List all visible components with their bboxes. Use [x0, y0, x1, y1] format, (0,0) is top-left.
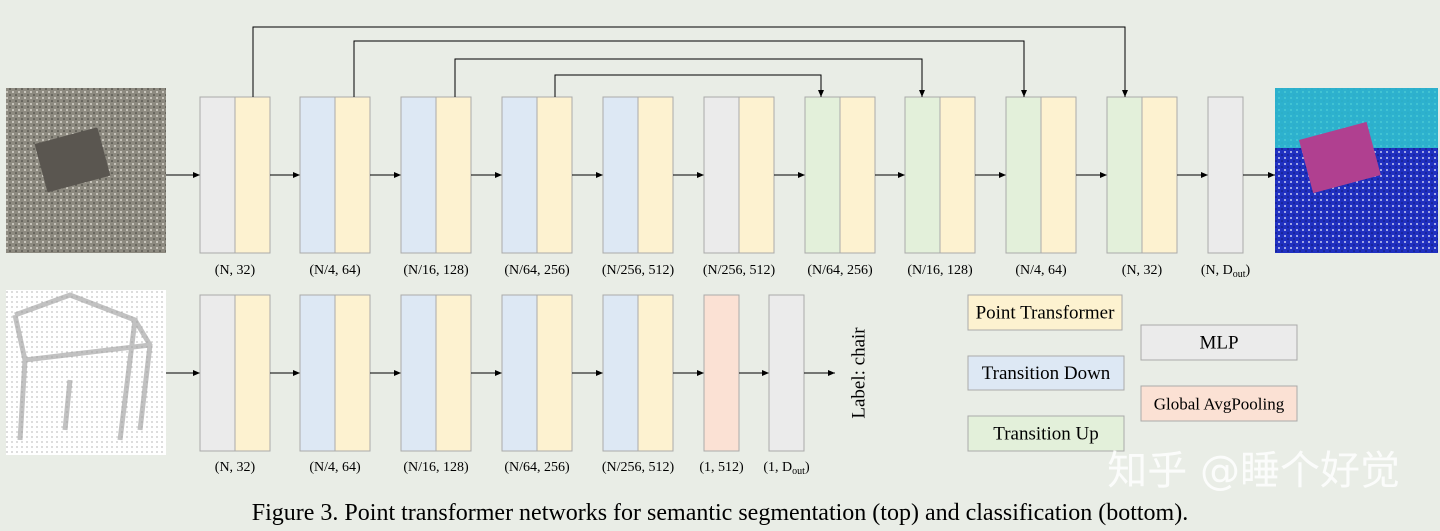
- label-main: (N, D: [1201, 263, 1233, 278]
- skip-connection: [554, 74, 824, 97]
- shape-label: (N/64, 256): [504, 460, 570, 475]
- shape-label: (N/256, 512): [602, 263, 675, 278]
- block-part: [536, 294, 573, 452]
- block-part: [602, 96, 639, 254]
- block-part: [804, 96, 841, 254]
- block-part: [768, 294, 805, 452]
- block-part: [299, 96, 336, 254]
- watermark: 知乎 @睡个好觉: [1107, 448, 1400, 494]
- skip-connection: [252, 26, 1128, 97]
- block-part: [1141, 96, 1178, 254]
- block-part: [501, 294, 538, 452]
- label-sub: out: [792, 466, 805, 477]
- shape-label: (1, 512): [699, 460, 744, 475]
- legend-label: Transition Down: [982, 363, 1111, 384]
- skip-connection: [353, 40, 1027, 97]
- legend-label: Point Transformer: [976, 303, 1115, 324]
- legend-label: Transition Up: [993, 424, 1098, 445]
- block-part: [1106, 96, 1143, 254]
- block-part: [435, 294, 472, 452]
- shape-label: (N, 32): [215, 263, 256, 278]
- label-main: (N/4, 64): [309, 460, 361, 475]
- block-part: [199, 294, 236, 452]
- block-part: [904, 96, 941, 254]
- shape-label: (N, 32): [1122, 263, 1163, 278]
- shape-label: (N/4, 64): [309, 263, 361, 278]
- legend-box: [967, 355, 1125, 391]
- chair-shape: [12, 292, 153, 441]
- shape-label: (N, Dout): [1201, 263, 1251, 280]
- skip-connection: [454, 58, 925, 97]
- shape-label: (N/256, 512): [703, 263, 776, 278]
- shape-label: (N/4, 64): [1015, 263, 1067, 278]
- block-part: [703, 96, 740, 254]
- label-main: (N/16, 128): [403, 460, 469, 475]
- block-part: [400, 96, 437, 254]
- shape-label: (N, 32): [215, 460, 256, 475]
- shape-label: (N/16, 128): [403, 460, 469, 475]
- block-part: [939, 96, 976, 254]
- label-main: (N/64, 256): [504, 263, 570, 278]
- label-main: (N/256, 512): [703, 263, 776, 278]
- block-part: [637, 294, 674, 452]
- label-main: (N/4, 64): [1015, 263, 1067, 278]
- shape-label: (N/16, 128): [907, 263, 973, 278]
- label-main: (1, 512): [699, 460, 744, 475]
- label-main: (N/16, 128): [403, 263, 469, 278]
- block-part: [400, 294, 437, 452]
- block-part: [536, 96, 573, 254]
- shape-label: (N/64, 256): [504, 263, 570, 278]
- legend-box: [1140, 385, 1298, 422]
- output-label: Label: chair: [848, 327, 869, 419]
- block-part: [435, 96, 472, 254]
- block-part: [334, 294, 371, 452]
- legend-box: [967, 415, 1125, 452]
- shape-label: (N/256, 512): [602, 460, 675, 475]
- caption: Figure 3. Point transformer networks for…: [252, 500, 1188, 526]
- label-main: (1, D: [763, 460, 792, 475]
- shape-label: (N/4, 64): [309, 460, 361, 475]
- block-part: [234, 294, 271, 452]
- label-sub: out: [1233, 269, 1246, 280]
- label-main: (N/16, 128): [907, 263, 973, 278]
- table-region: [1298, 121, 1381, 194]
- block-part: [1040, 96, 1077, 254]
- block-part: [703, 294, 740, 452]
- legend-box: [967, 294, 1123, 331]
- label-end: ): [805, 460, 810, 475]
- block-part: [602, 294, 639, 452]
- block-part: [1207, 96, 1244, 254]
- block-part: [1005, 96, 1042, 254]
- shape-label: (1, Dout): [763, 460, 810, 477]
- block-part: [234, 96, 271, 254]
- label-main: (N/256, 512): [602, 460, 675, 475]
- label-main: (N/64, 256): [504, 460, 570, 475]
- block-part: [738, 96, 775, 254]
- input-chair: [6, 290, 166, 455]
- label-main: (N/4, 64): [309, 263, 361, 278]
- label-end: ): [1246, 263, 1251, 278]
- block-part: [334, 96, 371, 254]
- block-part: [839, 96, 876, 254]
- block-part: [199, 96, 236, 254]
- block-part: [501, 96, 538, 254]
- label-main: (N, 32): [215, 460, 256, 475]
- legend-label: Global AvgPooling: [1154, 395, 1285, 414]
- label-main: (N, 32): [215, 263, 256, 278]
- legend-label: MLP: [1199, 333, 1238, 354]
- shape-label: (N/16, 128): [403, 263, 469, 278]
- label-main: (N/256, 512): [602, 263, 675, 278]
- label-main: (N/64, 256): [807, 263, 873, 278]
- legend-box: [1140, 324, 1298, 361]
- label-main: (N, 32): [1122, 263, 1163, 278]
- block-part: [299, 294, 336, 452]
- block-part: [637, 96, 674, 254]
- shape-label: (N/64, 256): [807, 263, 873, 278]
- table-shape: [34, 127, 111, 193]
